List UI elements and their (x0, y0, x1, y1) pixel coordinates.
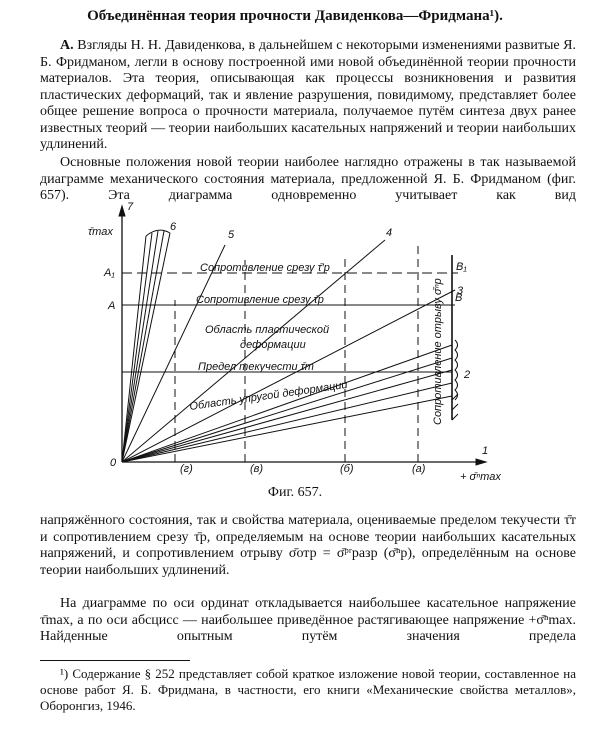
region-label: Сопротивление срезу τ̄′р (200, 262, 330, 274)
origin: 0 (110, 457, 117, 469)
paragraph: А. Взгляды Н. Н. Давиденкова, в дальнейш… (40, 38, 576, 154)
region-label: Предел текучести τ̄т (198, 361, 314, 373)
line-number: 3 (457, 285, 464, 297)
caption: Фиг. 657. (267, 485, 323, 500)
text: Взгляды Н. Н. Давиденкова, в дальнейшем … (40, 38, 576, 152)
level: B (455, 292, 462, 304)
line-number: 4 (386, 227, 392, 239)
axis-label: τ̄max (88, 226, 113, 238)
paragraph: напряжённого состояния, так и свойства м… (40, 513, 576, 578)
level: A (107, 300, 115, 312)
line-number: 5 (228, 229, 235, 241)
footnote: ¹) Содержание § 252 представляет собой к… (40, 666, 576, 713)
footnote-rule (40, 660, 190, 661)
line-number: 6 (170, 221, 177, 233)
region-label: деформации (240, 339, 306, 351)
region-label: Сопротивление срезу τ̄р (196, 294, 324, 306)
region-label: Область пластической (205, 324, 329, 336)
vertical-label: (в) (250, 463, 263, 475)
level: B₁ (456, 261, 467, 273)
axis-label: + σ̄ⁿmax (460, 471, 501, 483)
vertical-label: (б) (340, 463, 354, 475)
vertical-label: (г) (180, 463, 193, 475)
level: A₁ (103, 267, 115, 279)
region-label: Область упругой деформации (189, 379, 349, 413)
paragraph: Основные положения новой теории наиболее… (40, 155, 576, 203)
lead: А. (60, 38, 74, 53)
axis-number: 1 (482, 445, 488, 457)
vertical-label: (а) (412, 463, 426, 475)
paragraph: На диаграмме по оси ординат откладываетс… (40, 596, 576, 644)
region-label: Сопротивление отрыву σ̄ⁿр (432, 278, 444, 425)
axis-number: 7 (127, 201, 134, 213)
title: Объединённая теория прочности Давиденков… (87, 8, 503, 24)
line-number: 2 (463, 369, 470, 381)
